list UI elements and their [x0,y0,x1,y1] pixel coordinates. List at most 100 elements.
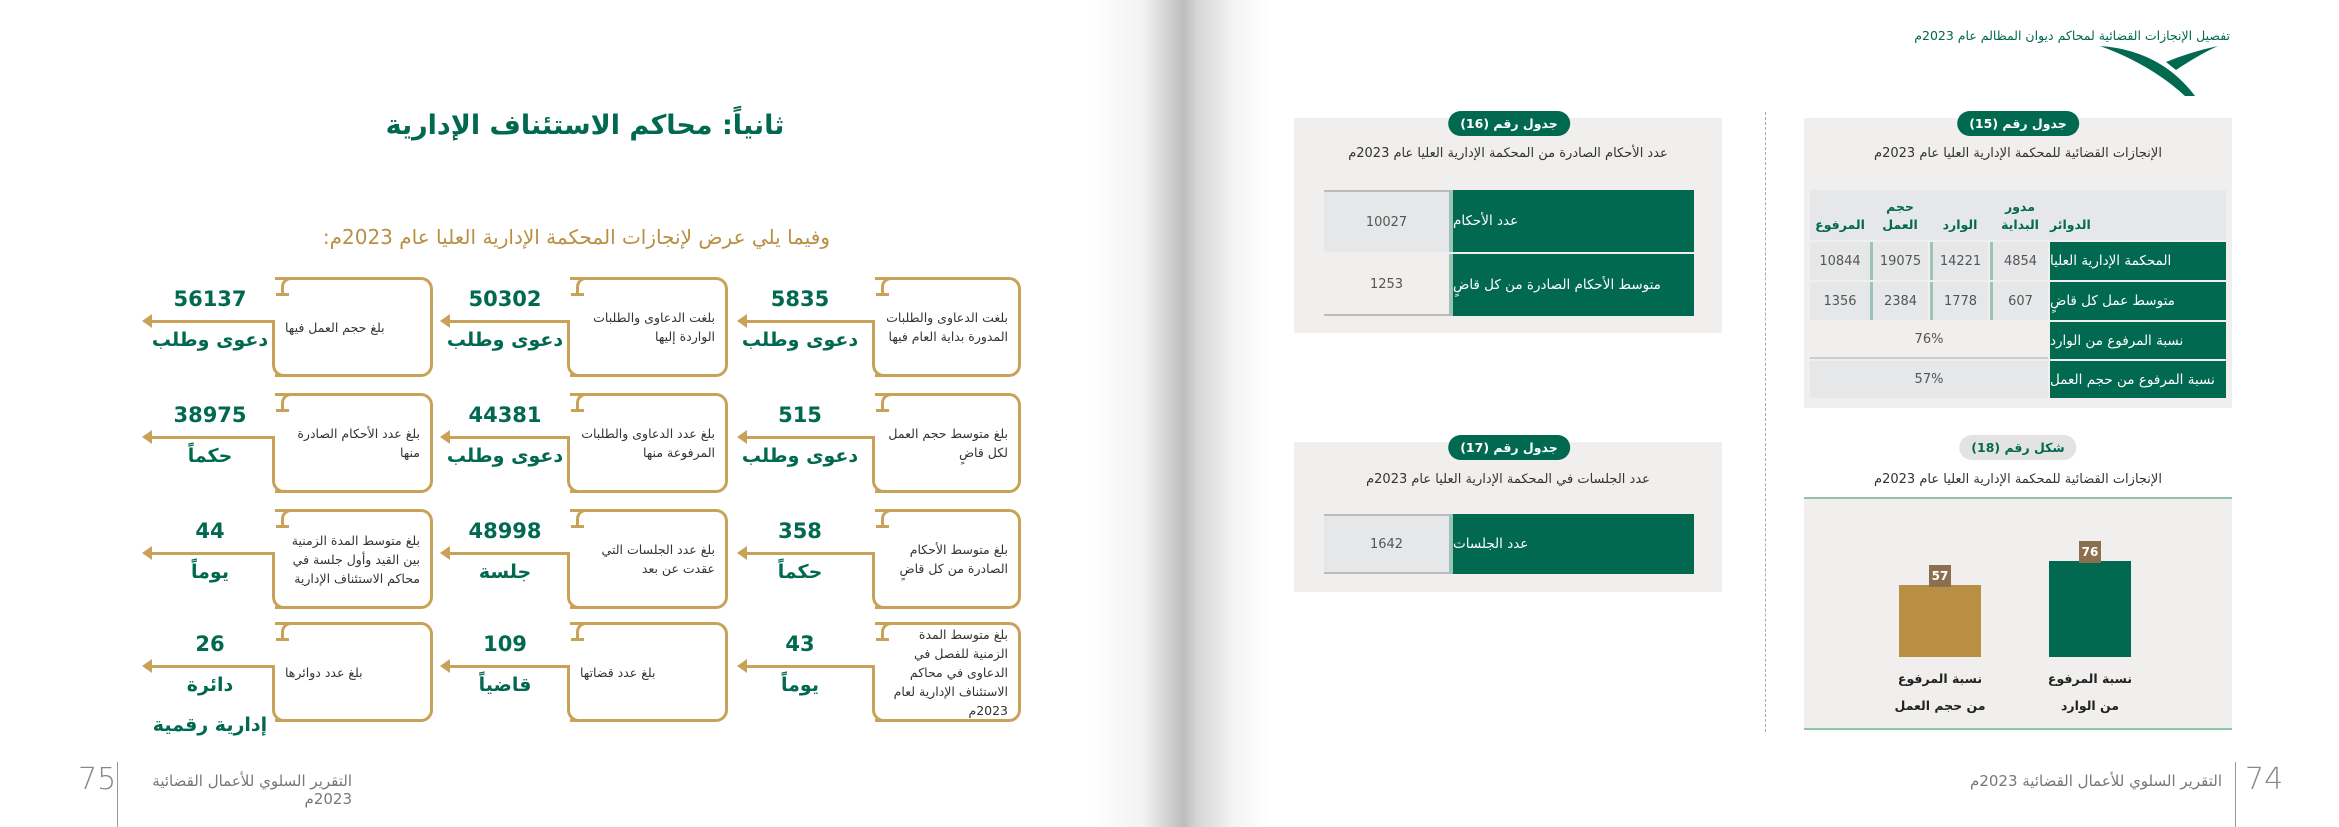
stat-value: 44 [195,519,225,543]
arrow-left-icon [142,659,275,673]
table15-panel: جدول رقم (15) الإنجازات القضائية للمحكمة… [1804,111,2232,408]
right-footer-text: التقرير السلوي للأعمال القضائية 2023م [1970,772,2222,790]
box-tab-foot [876,409,889,412]
stat-unit: حكماً [187,445,233,467]
ratio-cell: 57% [1810,361,2048,398]
stat-value: 56137 [173,287,247,311]
header-filed: المرفوع [1815,217,1865,232]
table16-label: متوسط الأحكام الصادرة من كل قاضٍ [1449,254,1694,316]
table15-badge: جدول رقم (15) [1957,111,2079,136]
stat-value: 48998 [468,519,542,543]
achievement-box: بلغ عدد الأحكام الصادرة منها [272,393,433,493]
category-label: من حجم العمل [1894,698,1986,713]
stat-value: 44381 [468,403,542,427]
box-tab-foot [276,525,289,528]
category-label: نسبة المرفوع [1897,671,1983,686]
box-tab-foot [876,525,889,528]
box-text: بلغ متوسط الأحكام الصادرة من كل قاضٍ [899,542,1008,576]
page-number-right: 74 [2245,762,2284,797]
achievement-box: بلغ عدد الجلسات التي عقدت عن بعد [567,509,728,609]
cell: 19075 [1870,242,1928,280]
bar-data-label: 76 [2079,541,2101,564]
stat-unit: دعوى وطلب [446,445,564,467]
bar [2049,561,2131,657]
box-tab [881,622,895,640]
achievement-box: بلغ متوسط الأحكام الصادرة من كل قاضٍ [872,509,1021,609]
achievement-box: بلغ متوسط المدة الزمنية للفصل في الدعاوى… [872,622,1021,722]
cell: 1778 [1930,282,1988,320]
stat-unit: دائرة [186,674,234,696]
box-border [567,667,581,722]
box-tab-foot [276,409,289,412]
box-tab [576,509,590,527]
table17-label: عدد الجلسات [1449,514,1694,574]
header-circuits: الدوائر [2050,217,2091,232]
table16-value: 1253 [1324,254,1449,316]
stat-unit: قاضياً [478,674,532,696]
stat-value: 26 [195,632,225,656]
achievement-box: بلغ عدد الدعاوى والطلبات المرفوعة منها [567,393,728,493]
box-tab-foot [276,293,289,296]
stat-unit: يوماً [781,674,819,696]
row-label-avg-per-judge: متوسط عمل كل قاضٍ [2050,282,2226,320]
arrow-left-icon [142,430,275,444]
arrow-left-icon [440,546,570,560]
stat-value: 109 [483,632,527,656]
box-border [872,322,886,377]
box-text: بلغ عدد الأحكام الصادرة منها [297,426,420,460]
box-text: بلغ عدد دوائرها [285,664,363,680]
box-tab [281,622,295,640]
cell: 1356 [1810,282,1870,320]
box-border [272,667,286,722]
box-tab [576,393,590,411]
stat-unit: جلسة [478,561,532,583]
page-divider [1765,112,1766,732]
header-carried-over: مدور البداية [2001,199,2039,232]
box-border [567,554,581,609]
box-text: بلغ حجم العمل فيها [285,319,385,335]
table17-value: 1642 [1324,514,1449,574]
cell: 10844 [1810,242,1870,280]
stat-unit: دعوى وطلب [446,329,564,351]
stat-unit: دعوى وطلب [741,329,859,351]
achievement-box: بلغ حجم العمل فيها [272,277,433,377]
box-tab [576,622,590,640]
table17-badge: جدول رقم (17) [1448,435,1570,460]
arrow-left-icon [440,659,570,673]
achievement-box: بلغ عدد دوائرها [272,622,433,722]
achievement-box: بلغ متوسط المدة الزمنية بين القيد وأول ج… [272,509,433,609]
box-text: بلغ متوسط حجم العمل لكل قاضٍ [888,426,1008,460]
stat-value: 43 [785,632,815,656]
box-border [872,667,886,722]
stat-value: 515 [778,403,822,427]
box-text: بلغ متوسط المدة الزمنية للفصل في الدعاوى… [893,626,1008,718]
table16-panel: جدول رقم (16) عدد الأحكام الصادرة من الم… [1294,111,1722,333]
arrow-left-icon [142,546,275,560]
stat-unit: يوماً [191,561,229,583]
category-label: نسبة المرفوع [2047,671,2133,686]
table15: الدوائر مدور البداية الوارد حجم العمل ال… [1810,190,2226,398]
arrow-left-icon [440,430,570,444]
box-tab [281,393,295,411]
table17-title: عدد الجلسات في المحكمة الإدارية العليا ع… [1366,472,1650,487]
table16-badge: جدول رقم (16) [1448,111,1570,136]
arrow-left-icon [737,546,875,560]
box-text: بلغت الدعاوى والطلبات الواردة إليها [593,310,715,344]
row-label-ratio-incoming: نسبة المرفوع من الوارد [2050,322,2226,359]
box-tab-foot [276,638,289,641]
stat-value: 38975 [173,403,247,427]
arrow-left-icon [737,659,875,673]
box-tab-foot [571,638,584,641]
footer-divider [117,762,118,827]
arrow-left-icon [737,314,875,328]
page-number-left: 75 [78,762,117,797]
box-border [272,438,286,493]
box-tab-foot [876,638,889,641]
box-text: بلغت الدعاوى والطلبات المدورة بداية العا… [886,310,1008,344]
footer-divider [2235,762,2236,827]
box-text: بلغ عدد الجلسات التي عقدت عن بعد [601,542,715,576]
box-text: بلغ عدد الدعاوى والطلبات المرفوعة منها [581,426,715,460]
achievement-box: بلغ متوسط حجم العمل لكل قاضٍ [872,393,1021,493]
box-tab [881,277,895,295]
bar-data-label: 57 [1929,565,1951,588]
